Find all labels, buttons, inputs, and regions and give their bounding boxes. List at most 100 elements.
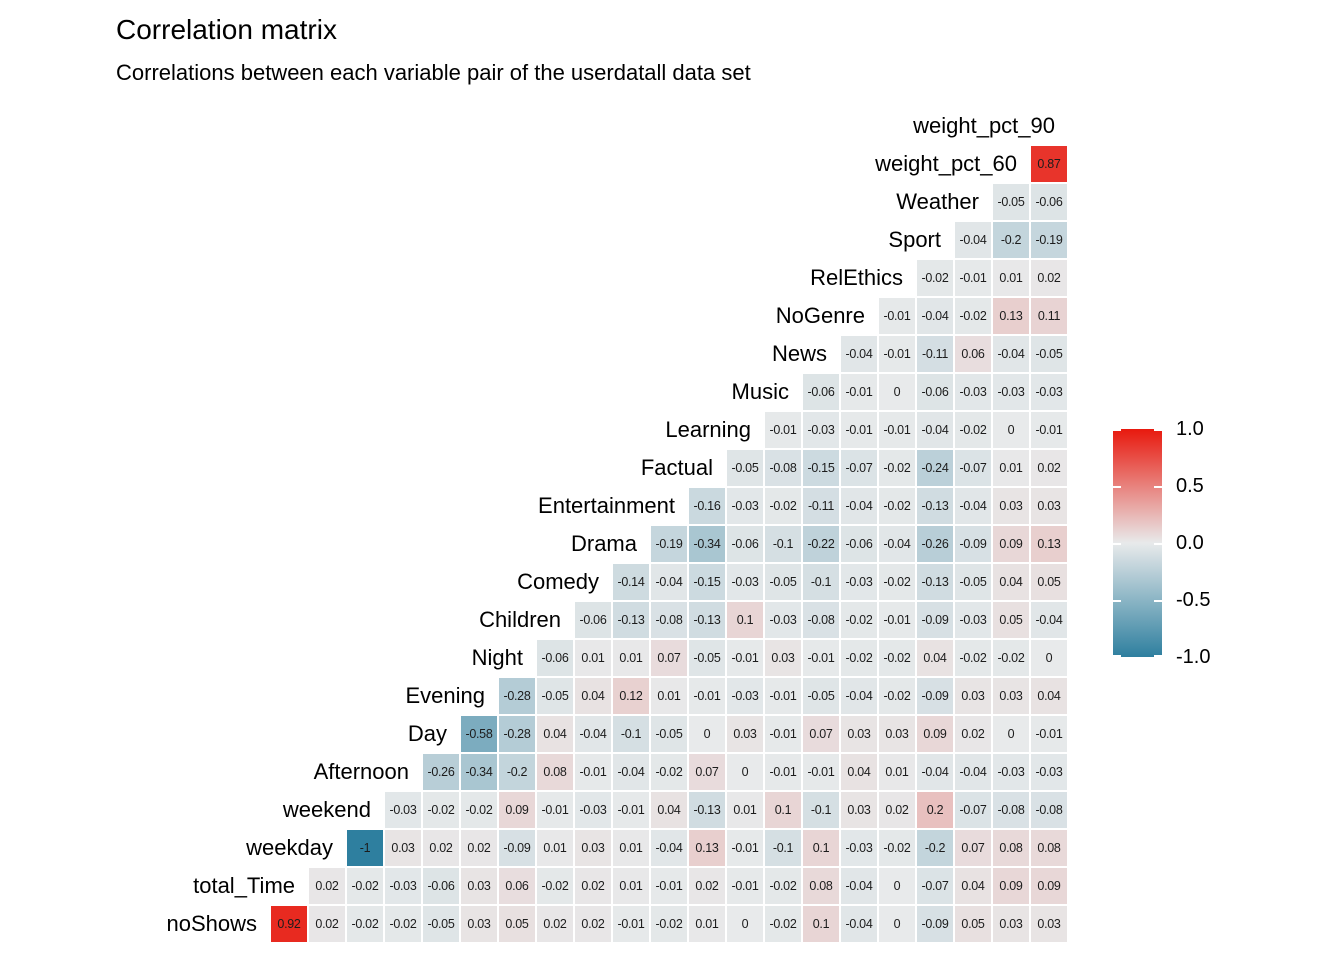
matrix-cell: -0.04 (840, 487, 878, 525)
matrix-cell: 0.13 (688, 829, 726, 867)
matrix-row-Night: Night -0.06 0.01 0.01 0.07 -0.05 -0.01 0.03 -0.0… (472, 639, 1068, 677)
matrix-cell: -0.06 (422, 867, 460, 905)
matrix-cell: -0.05 (422, 905, 460, 943)
matrix-cell: -0.1 (764, 829, 802, 867)
matrix-cell: 0.2 (916, 791, 954, 829)
matrix-cell: 0.01 (878, 753, 916, 791)
matrix-cell: -0.02 (878, 563, 916, 601)
matrix-cell: -0.02 (346, 867, 384, 905)
matrix-cell: -0.01 (840, 373, 878, 411)
matrix-cell: -0.02 (954, 411, 992, 449)
matrix-cell: -0.02 (650, 905, 688, 943)
row-label: RelEthics (810, 265, 903, 290)
matrix-cell: 0.03 (460, 867, 498, 905)
matrix-cell: -0.01 (840, 411, 878, 449)
legend-tick-mark (1154, 655, 1162, 657)
matrix-cell: -0.04 (574, 715, 612, 753)
matrix-cell: -0.01 (954, 259, 992, 297)
chart-subtitle: Correlations between each variable pair … (116, 60, 751, 85)
matrix-cell: -0.08 (992, 791, 1030, 829)
matrix-cell: 0.02 (574, 867, 612, 905)
matrix-cell: 0.04 (954, 867, 992, 905)
matrix-cell: -0.04 (840, 335, 878, 373)
matrix-cell: 0.01 (574, 639, 612, 677)
matrix-cell: 0.1 (764, 791, 802, 829)
matrix-cell: -0.01 (878, 335, 916, 373)
matrix-cell: -0.01 (878, 297, 916, 335)
matrix-row-Learning: Learning -0.01 -0.03 -0.01 -0.01 -0.04 -0.02 0-… (665, 411, 1068, 449)
matrix-cell: -0.15 (688, 563, 726, 601)
matrix-cell: 0.03 (840, 715, 878, 753)
matrix-cell: -0.02 (954, 297, 992, 335)
matrix-cell: 0.02 (878, 791, 916, 829)
row-label: Sport (888, 227, 941, 252)
legend-tick-mark (1154, 486, 1162, 488)
legend-tick-label: 0.0 (1176, 532, 1204, 554)
matrix-cell: -0.06 (536, 639, 574, 677)
matrix-cell: -0.11 (802, 487, 840, 525)
matrix-cell: -0.13 (688, 601, 726, 639)
matrix-row-Music: Music -0.06 -0.01 0 -0.06 -0.03 -0.03 -0.03 (732, 373, 1068, 411)
matrix-cell: 0.05 (498, 905, 536, 943)
matrix-cell: -0.1 (802, 563, 840, 601)
matrix-cell: 0.03 (764, 639, 802, 677)
matrix-cell: -0.04 (954, 487, 992, 525)
matrix-cell: -0.2 (498, 753, 536, 791)
row-label: Comedy (517, 569, 599, 594)
matrix-cell: -0.02 (840, 601, 878, 639)
matrix-cell: -0.07 (840, 449, 878, 487)
matrix-cell: -0.02 (878, 449, 916, 487)
matrix-row-Children: Children -0.06 -0.13 -0.08 -0.13 0.1 -0.03 -0.0… (479, 601, 1068, 639)
matrix-cell: 0.13 (992, 297, 1030, 335)
matrix-cell: 0.04 (574, 677, 612, 715)
row-label: Evening (405, 683, 485, 708)
matrix-cell: -0.28 (498, 715, 536, 753)
matrix-cell: -0.15 (802, 449, 840, 487)
matrix-cell: 0.03 (992, 905, 1030, 943)
legend-tick-mark (1154, 429, 1162, 431)
matrix-cell: 0.03 (460, 905, 498, 943)
matrix-cell: 0.01 (992, 449, 1030, 487)
matrix-cell: 0.03 (954, 677, 992, 715)
matrix-cell: -0.2 (992, 221, 1030, 259)
matrix-cell: -0.02 (536, 867, 574, 905)
matrix-cell: -0.06 (802, 373, 840, 411)
matrix-cell: 0.09 (1030, 867, 1068, 905)
row-label: weight_pct_60 (875, 151, 1017, 176)
row-label: total_Time (193, 873, 295, 898)
legend-tick-mark (1154, 543, 1162, 545)
matrix-cell: -0.04 (916, 411, 954, 449)
matrix-cell: 0.08 (1030, 829, 1068, 867)
matrix-cell: 0.03 (840, 791, 878, 829)
matrix-cell: -0.01 (764, 411, 802, 449)
matrix-cell: -0.05 (650, 715, 688, 753)
matrix-cell: 0.09 (992, 867, 1030, 905)
legend-tick-mark (1154, 600, 1162, 602)
matrix-cell: 0.1 (802, 829, 840, 867)
matrix-row-Drama: Drama -0.19 -0.34 -0.06 -0.1 -0.22 -0.06 -0.04-… (571, 525, 1068, 563)
matrix-row-weekend: weekend -0.03 -0.02 -0.02 0.09 -0.01 -0.03 -0.0… (283, 791, 1068, 829)
matrix-cell: -0.04 (916, 753, 954, 791)
row-label: Children (479, 607, 561, 632)
matrix-row-Afternoon: Afternoon -0.26 -0.34 -0.2 0.08 -0.01 -0.04 -0.… (314, 753, 1068, 791)
matrix-cell: 0.02 (536, 905, 574, 943)
legend-tick-label: 0.5 (1176, 475, 1204, 497)
matrix-cell: -0.2 (916, 829, 954, 867)
matrix-cell: -0.1 (764, 525, 802, 563)
matrix-cell: 0 (688, 715, 726, 753)
legend-tick-mark (1113, 486, 1121, 488)
matrix-cell: -0.04 (840, 677, 878, 715)
matrix-cell: 0 (726, 753, 764, 791)
matrix-cell: -0.01 (878, 601, 916, 639)
matrix-cell: 0 (1030, 639, 1068, 677)
matrix-cell: -0.01 (536, 791, 574, 829)
matrix-cell: -0.04 (992, 335, 1030, 373)
matrix-cell: 0.02 (460, 829, 498, 867)
legend-tick-mark (1113, 429, 1121, 431)
matrix-cell: -0.26 (916, 525, 954, 563)
matrix-cell: 0.06 (498, 867, 536, 905)
matrix-cell: 0.01 (688, 905, 726, 943)
matrix-cell: -0.19 (1030, 221, 1068, 259)
matrix-cell: -0.05 (726, 449, 764, 487)
row-label: Drama (570, 531, 637, 556)
